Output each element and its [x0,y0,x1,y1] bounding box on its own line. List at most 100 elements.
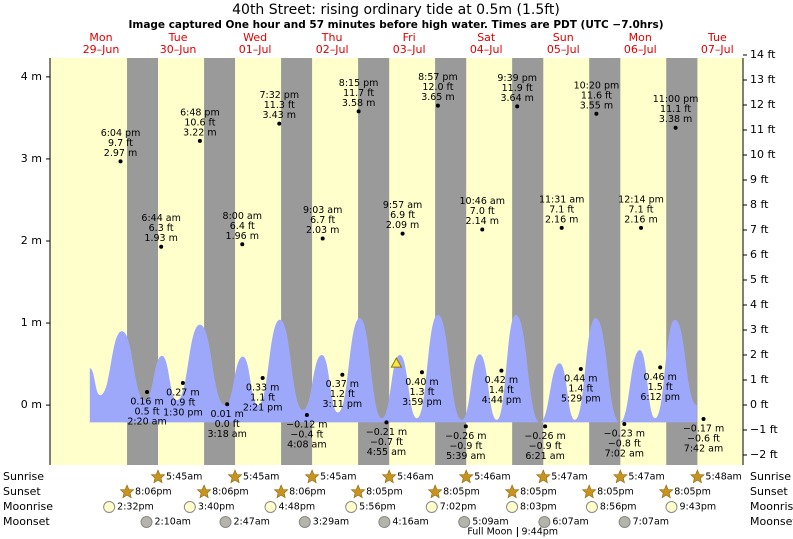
tide-label: 3.22 m [183,127,216,138]
event-time: 7:07am [633,517,669,528]
day-name: Tue [168,31,188,44]
event-time: 9:43pm [679,502,716,513]
sun-icon [658,484,674,499]
tide-label: 6:04 pm [101,128,141,139]
y2-tick-label: 10 ft [750,148,776,161]
tide-label: −0.4 ft [290,429,323,440]
tide-label: 3:59 pm [402,397,442,408]
tide-label: 2.03 m [306,225,339,236]
tide-label: 9:57 am [383,200,422,211]
sun-icon [227,469,243,484]
tide-label: 1.96 m [226,231,259,242]
chart-title: 40th Street: rising ordinary tide at 0.5… [232,2,560,18]
tide-label: 6.9 ft [390,210,415,221]
tide-label: −0.23 m [604,428,645,439]
sun-icon [196,484,212,499]
moon-phase: Full Moon [467,527,512,538]
moon-icon [378,516,391,528]
y2-tick-label: 8 ft [750,198,769,211]
event-time: 8:05pm [520,487,557,498]
tide-label: 3.55 m [580,100,613,111]
sun-icon [381,469,397,484]
tide-label: −0.17 m [683,424,724,435]
tide-label: 11.6 ft [581,90,612,101]
tide-label: 1.4 ft [568,383,593,394]
tide-label: 4:55 am [367,447,406,458]
y2-tick-label: 7 ft [750,223,769,236]
current-level [390,357,403,368]
tide-label: 3:18 am [207,429,246,440]
tide-label: 6:44 am [141,213,180,224]
tide-point [277,121,282,126]
y-tick-label: 2 m [21,234,42,247]
row-label: Moonrise [3,500,53,513]
day-date: 04–Jul [470,43,503,56]
tide-label: 2:21 pm [243,403,283,414]
y2-tick-label: 9 ft [750,173,769,186]
tide-point [543,424,548,429]
tide-label: 9:03 am [303,205,342,216]
tide-label: −0.26 m [524,431,565,442]
day-date: 02–Jul [316,43,349,56]
tide-point [639,225,644,230]
tide-label: 6.7 ft [310,215,335,226]
y2-tick-label: 4 ft [750,298,769,311]
moon-icon [219,516,232,528]
y2-tick-label: 12 ft [750,98,776,111]
sun-icon [150,469,166,484]
tide-point [559,225,564,230]
day-date: 06–Jul [624,43,657,56]
tide-point [499,368,504,373]
day-date: 29–Jun [83,43,120,56]
y2-tick-label: 2 ft [750,348,769,361]
sun-icon [458,469,474,484]
tide-label: 0.37 m [326,379,359,390]
tide-label: 10:20 pm [574,80,620,91]
event-time: 5:46am [474,472,510,483]
tide-label: 3.38 m [659,114,692,125]
event-time: 3:40pm [198,502,235,513]
tide-label: −0.9 ft [449,441,482,452]
tide-point [118,159,123,164]
tide-label: −0.7 ft [370,437,403,448]
moon-icon [585,501,598,513]
tide-label: 11.7 ft [343,88,374,99]
tide-label: 10:46 am [460,196,505,207]
moon-icon [183,501,196,513]
tide-point [197,138,202,143]
tide-label: 0.46 m [643,372,676,383]
tide-label: 2.14 m [466,216,499,227]
event-time: 8:56pm [600,502,637,513]
row-label: Moonrise [750,500,793,513]
tide-label: 9:39 pm [497,73,537,84]
tide-point [180,380,185,385]
tide-point [480,227,485,232]
y-tick-label: 0 m [21,398,42,411]
event-time: 8:06pm [135,487,172,498]
event-time: 8:05pm [597,487,634,498]
day-date: 03–Jul [393,43,426,56]
moon-icon [458,516,471,528]
tide-label: 11.3 ft [264,100,295,111]
sun-icon [119,484,135,499]
tide-label: 7:02 am [605,448,644,459]
y2-tick-label: 13 ft [750,73,776,86]
sun-icon [612,469,628,484]
tide-label: 3.43 m [263,110,296,121]
tide-label: 1.5 ft [648,382,673,393]
event-time: 5:09am [472,517,508,528]
tide-label: −0.26 m [445,431,486,442]
tide-point [320,236,325,241]
tide-label: 0.01 m [210,409,243,420]
tide-label: 0.0 ft [215,419,240,430]
event-time: 2:10am [155,517,191,528]
tide-label: 11.9 ft [502,83,533,94]
tide-label: 1:30 pm [163,407,203,418]
sun-icon [581,484,597,499]
event-time: 4:16am [392,517,428,528]
tide-label: 9.7 ft [108,138,133,149]
day-name: Mon [629,31,652,44]
tide-point [594,111,599,116]
y2-tick-label: 11 ft [750,123,776,136]
tide-label: 0.44 m [564,373,597,384]
